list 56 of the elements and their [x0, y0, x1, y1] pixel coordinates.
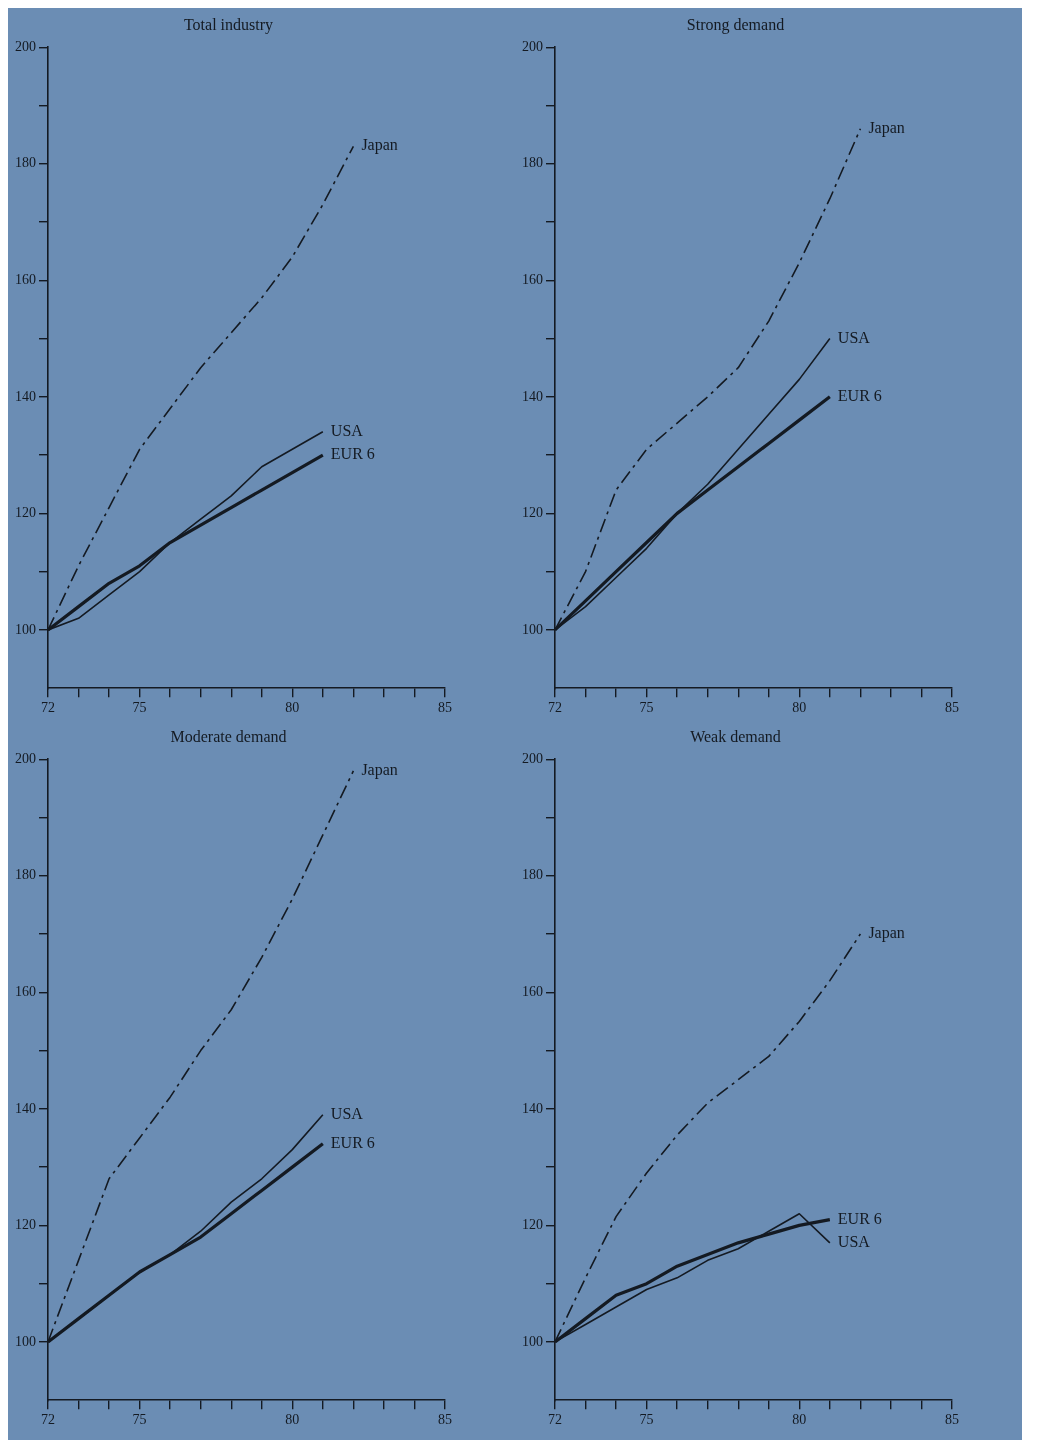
y-tick-label: 200: [15, 750, 36, 766]
series-label: EUR 6: [837, 387, 882, 405]
x-tick-label: 85: [945, 700, 959, 716]
y-tick-label: 160: [522, 271, 543, 287]
y-tick-label: 160: [15, 271, 36, 287]
y-tick-label: 120: [15, 1217, 36, 1233]
y-tick-label: 100: [522, 621, 543, 637]
series-label: EUR 6: [837, 1209, 882, 1227]
y-tick-label: 140: [15, 388, 36, 404]
x-tick-label: 80: [285, 700, 300, 716]
chart-title: Total industry: [183, 15, 274, 34]
series-label: Japan: [868, 924, 905, 943]
y-tick-label: 180: [522, 155, 543, 171]
y-tick-label: 180: [15, 867, 36, 883]
series-label: USA: [330, 1104, 364, 1122]
y-tick-label: 180: [15, 155, 36, 171]
x-tick-label: 85: [438, 700, 452, 716]
chart-title: Moderate demand: [170, 727, 287, 745]
x-tick-label: 75: [132, 1412, 147, 1428]
x-tick-label: 72: [548, 1412, 562, 1428]
y-tick-label: 160: [15, 983, 36, 999]
y-tick-label: 100: [522, 1333, 543, 1349]
series-label: Japan: [361, 761, 398, 780]
series-label: Japan: [361, 136, 398, 155]
y-tick-label: 120: [15, 505, 36, 521]
series-label: EUR 6: [330, 445, 375, 463]
y-tick-label: 140: [15, 1100, 36, 1116]
series-label: Japan: [868, 118, 905, 137]
series-label: EUR 6: [330, 1134, 375, 1151]
x-tick-label: 80: [792, 1412, 807, 1428]
x-tick-label: 75: [639, 1412, 654, 1428]
x-tick-label: 80: [285, 1412, 300, 1428]
x-tick-label: 85: [945, 1412, 959, 1428]
x-tick-label: 80: [792, 700, 807, 716]
y-tick-label: 200: [522, 38, 543, 54]
x-tick-label: 75: [639, 700, 654, 716]
y-tick-label: 100: [15, 621, 36, 637]
y-tick-label: 120: [522, 505, 543, 521]
series-label: USA: [837, 1233, 871, 1251]
chart-title: Strong demand: [686, 15, 785, 34]
y-tick-label: 100: [15, 1333, 36, 1349]
series-label: USA: [837, 328, 871, 346]
x-tick-label: 85: [438, 1412, 452, 1428]
x-tick-label: 72: [548, 700, 562, 716]
x-tick-label: 72: [41, 1412, 55, 1428]
series-label: USA: [330, 422, 364, 439]
y-tick-label: 200: [15, 38, 36, 54]
y-tick-label: 200: [522, 750, 543, 766]
y-tick-label: 120: [522, 1217, 543, 1233]
chart-title: Weak demand: [690, 727, 781, 745]
y-tick-label: 180: [522, 867, 543, 883]
x-tick-label: 75: [132, 700, 147, 716]
y-tick-label: 160: [522, 983, 543, 999]
y-tick-label: 140: [522, 1100, 543, 1116]
x-tick-label: 72: [41, 700, 55, 716]
y-tick-label: 140: [522, 388, 543, 404]
